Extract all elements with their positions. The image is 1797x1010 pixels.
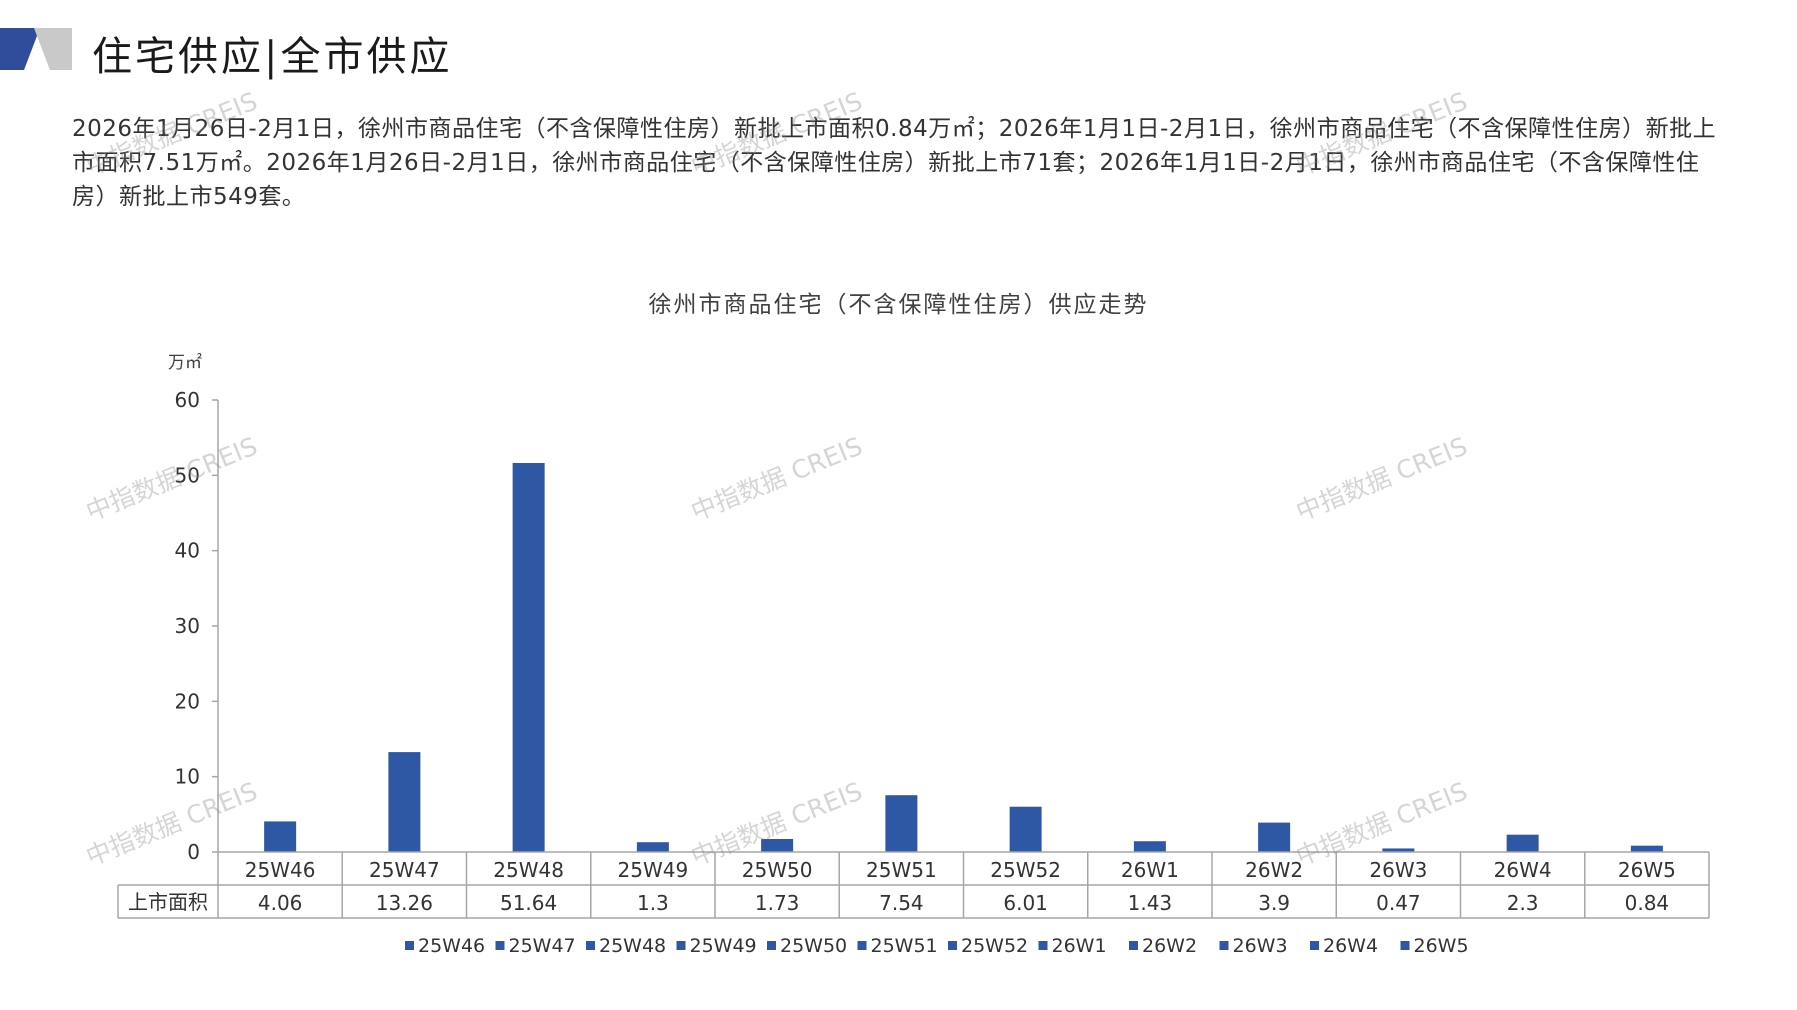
y-tick-label: 10: [175, 765, 200, 789]
y-tick-label: 60: [175, 388, 200, 412]
legend-swatch: [857, 941, 867, 950]
x-category-label: 26W1: [1121, 858, 1179, 882]
legend-item-label: 25W50: [780, 935, 847, 957]
y-tick-label: 30: [175, 614, 200, 638]
legend-swatch: [586, 941, 595, 950]
x-category-label: 25W48: [493, 858, 564, 882]
legend-swatch: [948, 941, 957, 950]
table-series-label: 上市面积: [128, 890, 208, 914]
x-category-label: 25W47: [369, 858, 440, 882]
bar-25W47: [388, 752, 421, 852]
y-tick-label: 50: [175, 463, 200, 487]
legend-item-label: 25W46: [418, 935, 485, 957]
x-category-label: 25W52: [990, 858, 1061, 882]
legend-item-label: 26W4: [1323, 935, 1378, 957]
legend-swatch: [405, 941, 414, 950]
page-title: 住宅供应|全市供应: [92, 34, 453, 80]
x-category-label: 26W5: [1618, 858, 1676, 882]
table-value-cell: 6.01: [1003, 891, 1048, 915]
x-category-label: 25W51: [866, 858, 937, 882]
bar-25W50: [761, 838, 794, 852]
y-axis-unit-label: 万㎡: [168, 353, 202, 373]
legend-item-label: 25W51: [871, 935, 938, 957]
y-tick-label: 40: [175, 539, 200, 563]
table-value-cell: 13.26: [376, 891, 433, 915]
x-category-label: 25W46: [245, 858, 316, 882]
table-value-cell: 51.64: [500, 891, 557, 915]
bar-25W49: [636, 842, 669, 852]
x-category-label: 26W3: [1369, 858, 1427, 882]
logo-dark-shape: [0, 28, 40, 70]
bar-26W2: [1258, 822, 1291, 852]
logo-light-shape: [34, 28, 72, 70]
page-header: 住宅供应|全市供应: [0, 18, 800, 80]
legend-item-label: 26W1: [1052, 935, 1107, 957]
legend-swatch: [1129, 941, 1138, 950]
legend-item-label: 26W5: [1414, 935, 1469, 957]
x-category-label: 25W50: [742, 858, 813, 882]
x-category-label: 25W49: [618, 858, 689, 882]
legend-item-label: 25W47: [509, 935, 576, 957]
table-value-cell: 0.47: [1376, 891, 1421, 915]
legend-swatch: [767, 941, 776, 950]
legend-swatch: [1400, 941, 1410, 950]
bar-26W4: [1506, 834, 1539, 852]
table-value-cell: 1.73: [755, 891, 800, 915]
summary-paragraph: 2026年1月26日-2月1日，徐州市商品住宅（不含保障性住房）新批上市面积0.…: [72, 116, 1717, 210]
x-category-label: 26W2: [1245, 858, 1303, 882]
bar-25W51: [885, 795, 918, 852]
bar-26W3: [1382, 848, 1415, 852]
table-value-cell: 1.3: [637, 891, 669, 915]
bar-25W46: [264, 821, 297, 852]
legend-swatch: [1310, 941, 1319, 950]
y-tick-label: 20: [175, 689, 200, 713]
legend-item-label: 26W2: [1142, 935, 1197, 957]
y-tick-label: 0: [187, 840, 200, 864]
table-value-cell: 7.54: [879, 891, 924, 915]
bar-25W48: [512, 462, 545, 852]
legend-swatch: [1219, 941, 1229, 950]
legend-item-label: 25W48: [599, 935, 666, 957]
table-value-cell: 2.3: [1507, 891, 1539, 915]
x-category-label: 26W4: [1494, 858, 1552, 882]
bar-26W5: [1630, 845, 1663, 852]
brand-logo-icon: [0, 28, 72, 70]
table-value-cell: 3.9: [1258, 891, 1290, 915]
legend-item-label: 25W49: [690, 935, 757, 957]
bar-26W1: [1133, 841, 1166, 852]
legend-swatch: [676, 941, 686, 950]
legend-swatch: [495, 941, 505, 950]
legend-item-label: 26W3: [1233, 935, 1288, 957]
table-value-cell: 0.84: [1625, 891, 1670, 915]
legend-swatch: [1038, 941, 1048, 950]
bar-25W52: [1009, 806, 1042, 852]
legend-item-label: 25W52: [961, 935, 1028, 957]
table-value-cell: 1.43: [1128, 891, 1173, 915]
table-value-cell: 4.06: [258, 891, 303, 915]
chart-title: 徐州市商品住宅（不含保障性住房）供应走势: [648, 292, 1149, 318]
